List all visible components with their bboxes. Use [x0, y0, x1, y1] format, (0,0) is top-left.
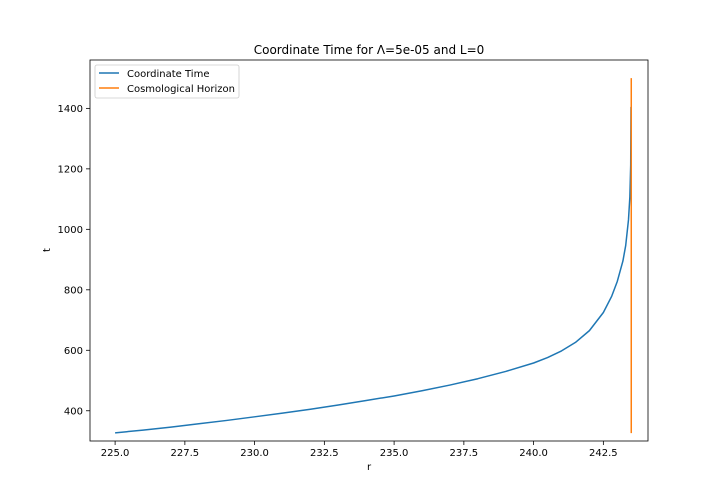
- y-axis-label: t: [42, 248, 53, 252]
- x-tick-label: 240.0: [519, 448, 548, 459]
- x-tick-label: 227.5: [171, 448, 200, 459]
- y-tick-label: 1400: [58, 104, 83, 115]
- x-tick-label: 242.5: [589, 448, 618, 459]
- x-tick-label: 230.0: [240, 448, 269, 459]
- x-axis-label: r: [367, 462, 372, 473]
- x-tick-label: 225.0: [101, 448, 130, 459]
- legend-label-coordinate-time: Coordinate Time: [127, 69, 209, 80]
- x-axis: 225.0 227.5 230.0 232.5 235.0 237.5 240.0 242.5: [101, 441, 618, 459]
- x-tick-label: 237.5: [450, 448, 479, 459]
- plot-area: [89, 59, 649, 442]
- chart-title: Coordinate Time for Λ=5e-05 and L=0: [254, 43, 485, 57]
- legend: Coordinate Time Cosmological Horizon: [94, 64, 240, 99]
- y-tick-label: 400: [64, 406, 83, 417]
- x-tick-label: 232.5: [310, 448, 339, 459]
- y-tick-label: 600: [64, 346, 83, 357]
- y-tick-label: 1200: [58, 164, 83, 175]
- y-tick-label: 1000: [58, 225, 83, 236]
- y-axis: 400 600 800 1000 1200 1400: [58, 104, 90, 417]
- legend-label-cosmological-horizon: Cosmological Horizon: [127, 84, 235, 95]
- series-layer: [115, 78, 633, 434]
- x-tick-label: 235.0: [380, 448, 409, 459]
- y-tick-label: 800: [64, 285, 83, 296]
- legend-box: [94, 64, 240, 99]
- series-line-coordinate-time: [115, 106, 632, 434]
